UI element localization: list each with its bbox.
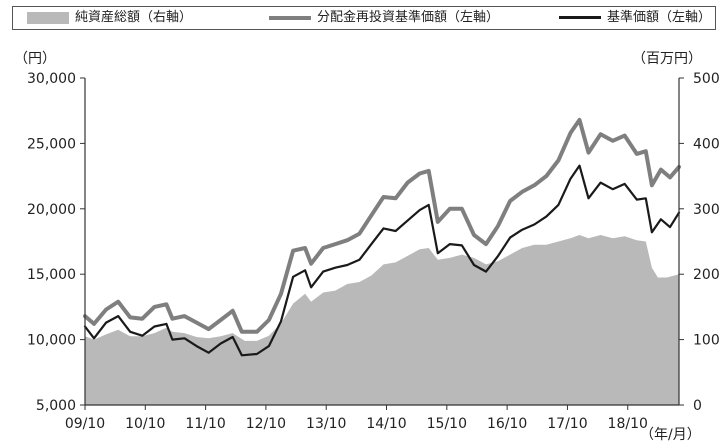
chart-legend: 純資産総額（右軸） 分配金再投資基準価額（左軸） 基準価額（左軸） xyxy=(12,6,716,30)
legend-label: 分配金再投資基準価額（左軸） xyxy=(317,10,500,25)
left-tick-label: 15,000 xyxy=(27,267,76,283)
left-tick-label: 30,000 xyxy=(27,71,76,87)
x-tick-label: 11/10 xyxy=(185,416,225,432)
x-tick-label: 14/10 xyxy=(366,416,406,432)
legend-item-nav: 基準価額（左軸） xyxy=(559,10,711,26)
right-tick-label: 500 xyxy=(693,71,720,87)
right-tick-label: 0 xyxy=(693,398,702,414)
series-line-reinvested-nav xyxy=(83,117,681,334)
x-tick-label: 15/10 xyxy=(427,416,467,432)
right-tick-label: 200 xyxy=(693,267,720,283)
right-tick-label: 100 xyxy=(693,333,720,349)
legend-label: 純資産総額（右軸） xyxy=(75,10,193,25)
x-tick-label: 18/10 xyxy=(608,416,648,432)
left-tick-label: 20,000 xyxy=(27,202,76,218)
x-tick-label: 17/10 xyxy=(547,416,587,432)
x-tick-label: 09/10 xyxy=(65,416,105,432)
right-tick-label: 400 xyxy=(693,136,720,152)
x-axis-unit: （年/月） xyxy=(640,427,701,443)
legend-swatch-area xyxy=(27,11,69,24)
right-axis-unit: （百万円） xyxy=(632,51,702,67)
x-tick-label: 16/10 xyxy=(487,416,527,432)
legend-item-net-assets: 純資産総額（右軸） xyxy=(27,10,192,26)
left-tick-label: 25,000 xyxy=(27,136,76,152)
left-tick-label: 10,000 xyxy=(27,333,76,349)
left-tick-label: 5,000 xyxy=(36,398,76,414)
left-axis-unit: （円） xyxy=(14,51,56,67)
series-area-net-assets xyxy=(85,235,679,405)
right-tick-label: 300 xyxy=(693,202,720,218)
x-tick-label: 13/10 xyxy=(306,416,346,432)
legend-label: 基準価額（左軸） xyxy=(607,10,712,25)
x-tick-label: 10/10 xyxy=(125,416,165,432)
series-line-nav xyxy=(83,164,681,357)
legend-swatch-line-black xyxy=(559,16,601,19)
legend-item-reinvested-nav: 分配金再投資基準価額（左軸） xyxy=(269,10,499,26)
x-tick-label: 12/10 xyxy=(246,416,286,432)
legend-swatch-line-gray xyxy=(269,15,311,20)
